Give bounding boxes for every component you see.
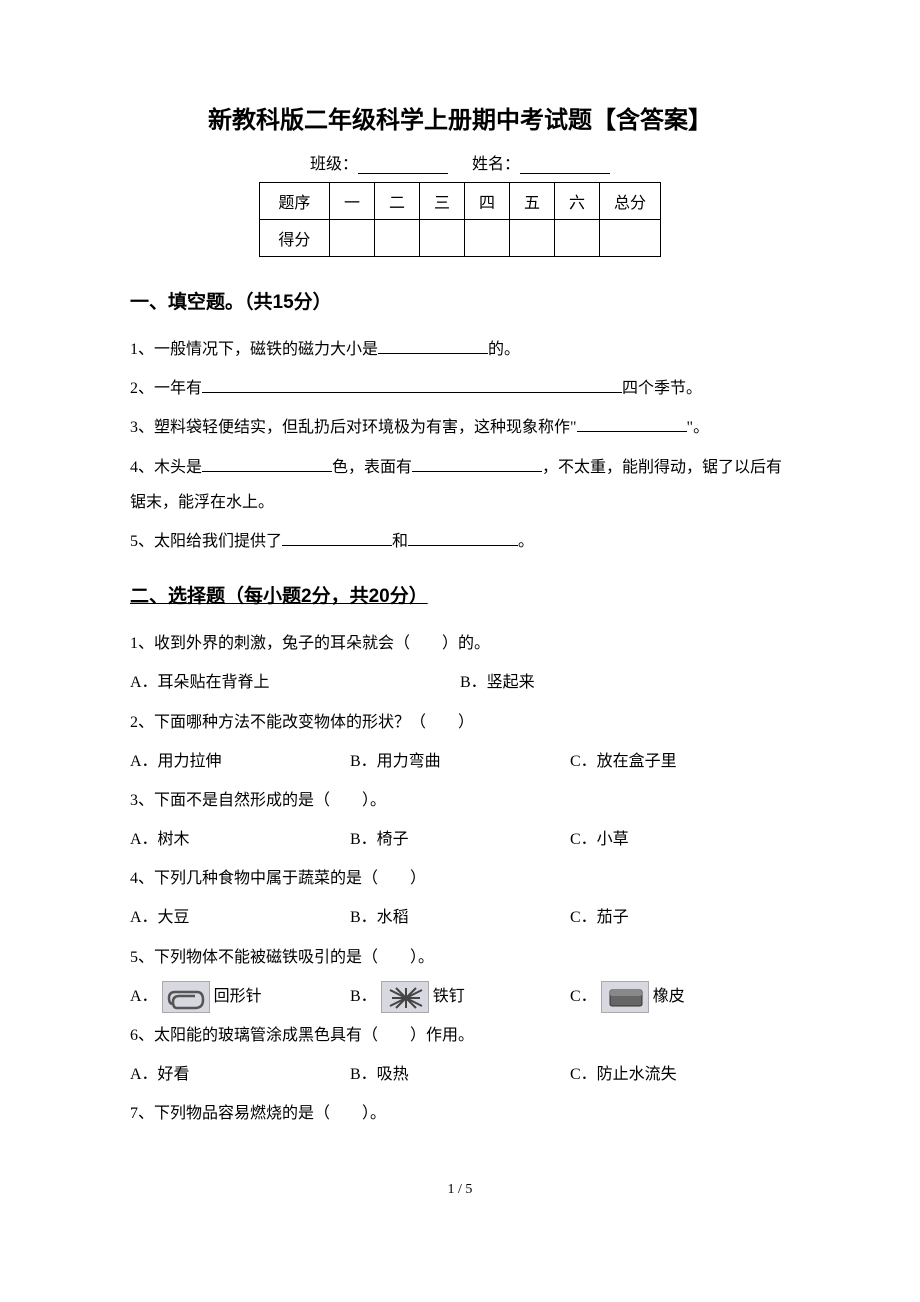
s2-q3-optA: A．树木 xyxy=(130,822,350,857)
s1-q1-b: 的。 xyxy=(488,341,520,358)
class-blank xyxy=(358,156,448,174)
s2-q5-optC: C． 橡皮 xyxy=(570,979,790,1014)
s1-q5-c: 。 xyxy=(518,533,534,550)
s2-q1-optA: A．耳朵贴在背脊上 xyxy=(130,665,460,700)
s2-q5-optC-post: 橡皮 xyxy=(653,988,685,1005)
s1-q1: 1、一般情况下，磁铁的磁力大小是 的。 xyxy=(130,332,790,367)
th-4: 四 xyxy=(464,183,509,220)
s1-q2-b: 四个季节。 xyxy=(622,380,702,397)
s1-q3-a: 3、塑料袋轻便结实，但乱扔后对环境极为有害，这种现象称作" xyxy=(130,419,577,436)
s1-q2: 2、一年有 四个季节。 xyxy=(130,371,790,406)
th-6: 六 xyxy=(555,183,600,220)
class-name-row: 班级： 姓名： xyxy=(130,150,790,174)
s2-q4-optB: B．水稻 xyxy=(350,900,570,935)
s2-q5-optA: A． 回形针 xyxy=(130,979,350,1014)
score-table: 题序 一 二 三 四 五 六 总分 得分 xyxy=(259,182,661,257)
page-footer: 1 / 5 xyxy=(130,1182,790,1198)
s2-q5-optB-post: 铁钉 xyxy=(433,988,465,1005)
s2-q3-optC: C．小草 xyxy=(570,822,790,857)
s1-q4-a: 4、木头是 xyxy=(130,459,202,476)
page-title: 新教科版二年级科学上册期中考试题【含答案】 xyxy=(130,100,790,135)
blank xyxy=(408,530,518,546)
s1-q3-b: "。 xyxy=(687,419,710,436)
s2-q3-options: A．树木 B．椅子 C．小草 xyxy=(130,822,790,857)
td-6 xyxy=(555,220,600,257)
td-label: 得分 xyxy=(259,220,329,257)
name-blank xyxy=(520,156,610,174)
s1-q2-a: 2、一年有 xyxy=(130,380,202,397)
s2-q2-optB: B．用力弯曲 xyxy=(350,744,570,779)
paperclip-icon xyxy=(162,981,210,1013)
s2-q5-optC-pre: C． xyxy=(570,988,597,1005)
th-1: 一 xyxy=(329,183,374,220)
s2-q5-optB-pre: B． xyxy=(350,988,377,1005)
eraser-icon xyxy=(601,981,649,1013)
table-header-row: 题序 一 二 三 四 五 六 总分 xyxy=(259,183,660,220)
td-3 xyxy=(419,220,464,257)
s2-q6-optA: A．好看 xyxy=(130,1057,350,1092)
blank xyxy=(202,456,332,472)
s2-q2-optC: C．放在盒子里 xyxy=(570,744,790,779)
s2-q5-optA-post: 回形针 xyxy=(214,988,262,1005)
s2-q3-optB: B．椅子 xyxy=(350,822,570,857)
s2-q4: 4、下列几种食物中属于蔬菜的是（ ） xyxy=(130,861,790,896)
s2-q1: 1、收到外界的刺激，兔子的耳朵就会（ ）的。 xyxy=(130,626,790,661)
blank xyxy=(202,377,622,393)
s2-q5: 5、下列物体不能被磁铁吸引的是（ ）。 xyxy=(130,940,790,975)
blank xyxy=(412,456,542,472)
blank xyxy=(378,338,488,354)
s2-q2-options: A．用力拉伸 B．用力弯曲 C．放在盒子里 xyxy=(130,744,790,779)
nails-icon xyxy=(381,981,429,1013)
class-label: 班级： xyxy=(310,156,358,173)
s2-q6-optB: B．吸热 xyxy=(350,1057,570,1092)
s1-q4: 4、木头是色，表面有，不太重，能削得动，锯了以后有锯末，能浮在水上。 xyxy=(130,450,790,520)
s2-q4-optC: C．茄子 xyxy=(570,900,790,935)
td-total xyxy=(600,220,661,257)
s2-q4-optA: A．大豆 xyxy=(130,900,350,935)
section2-heading: 二、选择题（每小题2分，共20分） xyxy=(130,581,790,608)
s1-q5: 5、太阳给我们提供了 和 。 xyxy=(130,524,790,559)
td-4 xyxy=(464,220,509,257)
name-label: 姓名： xyxy=(472,156,520,173)
s2-q6-options: A．好看 B．吸热 C．防止水流失 xyxy=(130,1057,790,1092)
s2-q5-optA-pre: A． xyxy=(130,988,158,1005)
th-2: 二 xyxy=(374,183,419,220)
s2-q2-optA: A．用力拉伸 xyxy=(130,744,350,779)
blank xyxy=(282,530,392,546)
s1-q5-a: 5、太阳给我们提供了 xyxy=(130,533,282,550)
s1-q3: 3、塑料袋轻便结实，但乱扔后对环境极为有害，这种现象称作" "。 xyxy=(130,410,790,445)
s2-q6: 6、太阳能的玻璃管涂成黑色具有（ ）作用。 xyxy=(130,1018,790,1053)
s2-q6-optC: C．防止水流失 xyxy=(570,1057,790,1092)
td-1 xyxy=(329,220,374,257)
th-3: 三 xyxy=(419,183,464,220)
th-label: 题序 xyxy=(259,183,329,220)
s2-q1-options: A．耳朵贴在背脊上 B．竖起来 xyxy=(130,665,790,700)
th-5: 五 xyxy=(510,183,555,220)
s1-q4-b: 色，表面有 xyxy=(332,459,412,476)
s2-q3: 3、下面不是自然形成的是（ ）。 xyxy=(130,783,790,818)
td-2 xyxy=(374,220,419,257)
s2-q5-options: A． 回形针 B． 铁钉 C． 橡皮 xyxy=(130,979,790,1014)
th-total: 总分 xyxy=(600,183,661,220)
section1-heading: 一、填空题。（共15分） xyxy=(130,287,790,314)
s1-q1-a: 1、一般情况下，磁铁的磁力大小是 xyxy=(130,341,378,358)
table-score-row: 得分 xyxy=(259,220,660,257)
s2-q2: 2、下面哪种方法不能改变物体的形状？（ ） xyxy=(130,705,790,740)
s2-q5-optB: B． 铁钉 xyxy=(350,979,570,1014)
s2-q7: 7、下列物品容易燃烧的是（ ）。 xyxy=(130,1096,790,1131)
s2-q1-optB: B．竖起来 xyxy=(460,665,790,700)
s2-q4-options: A．大豆 B．水稻 C．茄子 xyxy=(130,900,790,935)
td-5 xyxy=(510,220,555,257)
blank xyxy=(577,416,687,432)
s1-q5-b: 和 xyxy=(392,533,408,550)
